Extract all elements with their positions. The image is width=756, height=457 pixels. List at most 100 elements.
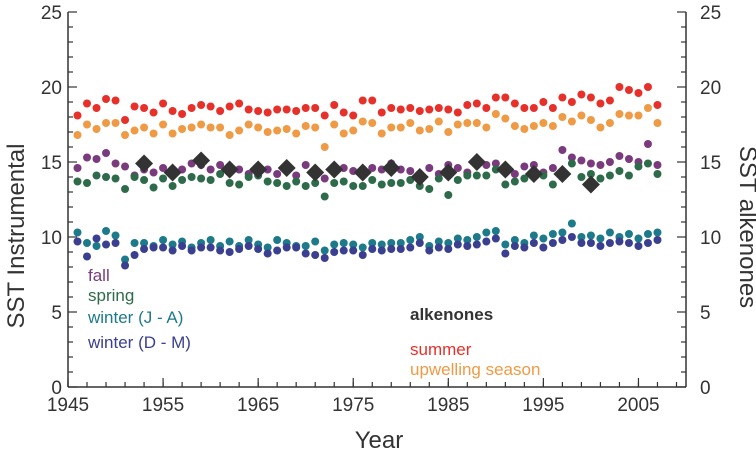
point-winter-d-m (596, 242, 605, 250)
point-summer (491, 93, 500, 102)
point-summer (567, 98, 576, 106)
point-summer (187, 104, 196, 112)
point-fall (615, 152, 624, 160)
point-winter-d-m (548, 239, 557, 247)
point-upwelling-season (168, 129, 177, 138)
point-winter-j-a (140, 239, 149, 247)
point-winter-d-m (472, 240, 481, 249)
point-winter-j-a (415, 233, 424, 241)
point-winter-d-m (235, 245, 244, 253)
point-winter-d-m (92, 234, 101, 243)
point-spring (83, 179, 92, 187)
point-spring (311, 179, 320, 187)
point-winter-j-a (339, 239, 348, 247)
point-upwelling-season (254, 123, 263, 132)
point-upwelling-season (539, 119, 548, 127)
y-axis-title-left: SST Instrumental (3, 144, 30, 329)
point-winter-d-m (140, 245, 149, 253)
point-winter-j-a (349, 240, 358, 249)
point-spring (425, 185, 434, 193)
point-spring (615, 167, 624, 175)
point-upwelling-season (111, 119, 120, 127)
point-winter-d-m (349, 246, 358, 255)
point-winter-d-m (168, 246, 177, 255)
point-spring (643, 159, 652, 168)
point-winter-d-m (634, 242, 643, 250)
point-upwelling-season (529, 122, 538, 130)
point-upwelling-season (577, 111, 586, 120)
point-spring (244, 173, 253, 181)
point-upwelling-season (206, 123, 215, 132)
point-upwelling-season (415, 126, 424, 135)
point-spring (463, 171, 472, 180)
point-spring (339, 177, 348, 186)
point-summer (406, 104, 415, 112)
point-winter-j-a (501, 240, 510, 249)
point-winter-d-m (529, 239, 538, 247)
point-summer (615, 83, 624, 91)
point-summer (653, 101, 662, 109)
point-winter-j-a (406, 236, 415, 244)
point-winter-j-a (111, 231, 120, 240)
point-summer (102, 95, 111, 103)
point-winter-j-a (377, 240, 386, 249)
point-alkenones (439, 163, 458, 182)
point-summer (216, 107, 225, 115)
chart-marks (73, 83, 662, 270)
point-winter-d-m (206, 243, 215, 252)
point-winter-j-a (605, 228, 614, 237)
point-winter-j-a (130, 239, 139, 247)
point-alkenones (192, 151, 211, 170)
point-winter-j-a (491, 227, 500, 235)
point-upwelling-season (567, 117, 576, 126)
point-spring (396, 179, 405, 187)
point-winter-d-m (121, 261, 130, 270)
y-tick-label-left: 0 (51, 378, 62, 399)
point-upwelling-season (311, 123, 320, 132)
point-spring (586, 170, 595, 178)
y-tick-label-right: 10 (700, 228, 721, 249)
point-spring (159, 174, 168, 183)
point-winter-j-a (92, 242, 101, 250)
point-summer (273, 105, 282, 114)
y-axis-title-right: SST alkenones (734, 146, 756, 308)
point-summer (634, 89, 643, 97)
point-winter-j-a (206, 236, 215, 244)
point-winter-d-m (197, 243, 206, 252)
point-alkenones (163, 163, 182, 182)
point-upwelling-season (368, 119, 377, 127)
point-spring (653, 170, 662, 178)
point-winter-j-a (653, 228, 662, 237)
point-summer (339, 108, 348, 117)
point-spring (102, 173, 111, 181)
point-winter-d-m (111, 239, 120, 247)
y-tick-label-left: 5 (51, 303, 62, 324)
point-winter-j-a (263, 243, 272, 252)
point-spring (121, 185, 130, 193)
point-summer (453, 108, 462, 117)
point-upwelling-season (387, 123, 396, 132)
y-tick-label-right: 25 (700, 3, 721, 24)
point-winter-d-m (539, 243, 548, 252)
point-fall (425, 164, 434, 172)
point-winter-d-m (396, 245, 405, 253)
point-upwelling-season (510, 122, 519, 130)
point-spring (92, 171, 101, 180)
point-fall (653, 161, 662, 169)
point-winter-d-m (273, 246, 282, 255)
legend-upwelling-season: upwelling season (410, 360, 540, 379)
point-alkenones (277, 159, 296, 177)
point-winter-d-m (358, 251, 367, 259)
point-winter-d-m (491, 234, 500, 243)
y-tick-label-right: 20 (700, 78, 721, 99)
chart-axes: 0 0 5 5 10 10 15 15 20 20 25 25 1945 1955 1965 1975 1985… (41, 3, 721, 416)
point-winter-j-a (168, 240, 177, 249)
point-spring (491, 165, 500, 174)
point-winter-d-m (653, 236, 662, 244)
point-spring (187, 173, 196, 181)
point-summer (244, 105, 253, 114)
point-summer (320, 111, 329, 120)
point-upwelling-season (178, 125, 187, 133)
point-winter-d-m (187, 246, 196, 255)
point-spring (434, 174, 443, 183)
